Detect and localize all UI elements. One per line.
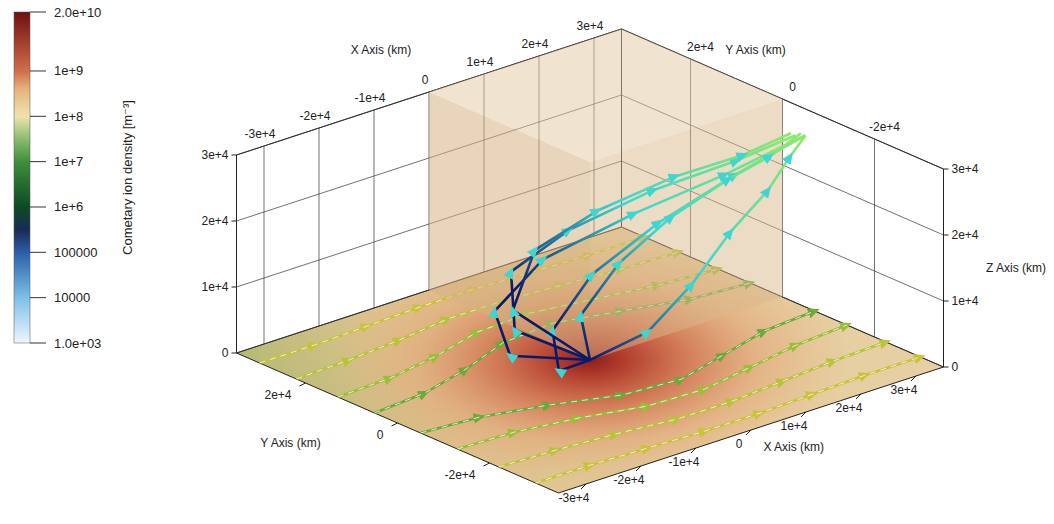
y-tick-label-top: 0: [789, 80, 796, 94]
y-tick-label: 0: [377, 428, 384, 442]
colorbar-tick-label: 1e+8: [54, 109, 83, 124]
grid-line: [319, 128, 320, 326]
y-tick-label: 2e+4: [264, 388, 291, 402]
grid-line: [874, 139, 875, 337]
x-tick-label: -2e+4: [613, 473, 644, 487]
z-tick-label: 0: [952, 360, 959, 374]
x-tick-label: -1e+4: [668, 455, 699, 469]
colorbar-tick: [30, 12, 46, 13]
z-tick: [232, 221, 237, 222]
grid-line: [374, 110, 375, 308]
z-tick-label: 3e+4: [952, 162, 979, 176]
y-tick-label-top: 2e+4: [687, 40, 714, 54]
chart: 2.0e+10 1e+9 1e+8 1e+7 1e+6 100000 10000 1.0e+0…: [0, 0, 1054, 524]
axes: -3e+4 -3e+4 -2e+4 -2e+4 -1e+4 -1e+4 0 0 1e+4 1e+4…: [201, 19, 1046, 505]
x-tick-label-top: 2e+4: [521, 37, 548, 51]
field-line: [590, 135, 806, 360]
colorbar-tick-label: 1e+9: [54, 63, 83, 78]
colorbar-tick: [30, 70, 46, 71]
y-axis-title-top: Y Axis (km): [725, 43, 785, 57]
x-axis-line: [559, 367, 944, 493]
x-tick-label: 2e+4: [835, 401, 862, 415]
field-line: [553, 135, 806, 371]
z-tick-label: 2e+4: [201, 214, 228, 228]
colorbar-bar: [14, 12, 30, 343]
box-face: [429, 29, 783, 162]
z-tick: [232, 353, 237, 354]
grid-line: [264, 146, 265, 344]
streamline-dash: [457, 325, 847, 449]
z-tick: [232, 287, 237, 288]
colorbar-tick-label: 1.0e+03: [54, 336, 101, 351]
x-axis-title-top: X Axis (km): [351, 43, 412, 57]
z-tick: [232, 155, 237, 156]
colorbar-tick-label: 10000: [54, 290, 90, 305]
z-tick-label: 0: [222, 346, 229, 360]
x-tick-label: 3e+4: [890, 383, 917, 397]
x-tick-label-top: -2e+4: [299, 109, 330, 123]
field-line: [581, 133, 801, 360]
y-tick-label-top: -2e+4: [869, 120, 900, 134]
x-tick-label: 0: [736, 437, 743, 451]
x-tick-label-top: -3e+4: [244, 127, 275, 141]
colorbar-tick: [30, 116, 46, 117]
colorbar-tick-label: 2.0e+10: [54, 5, 101, 20]
z-tick: [944, 169, 949, 170]
x-tick-label-top: 3e+4: [576, 19, 603, 33]
field-lines: [495, 133, 806, 371]
y-tick: [300, 383, 306, 386]
z-tick: [944, 367, 949, 368]
x-tick: [801, 412, 806, 417]
y-tick-label: -2e+4: [444, 468, 475, 482]
x-axis-title: X Axis (km): [763, 440, 824, 454]
colorbar-tick: [30, 161, 46, 162]
x-tick: [911, 376, 916, 381]
x-tick-label-top: 1e+4: [466, 55, 493, 69]
surface-streamline: [457, 325, 847, 449]
streamline-dash: [536, 357, 921, 483]
z-tick-label: 1e+4: [201, 280, 228, 294]
z-tick-label: 3e+4: [201, 148, 228, 162]
field-line: [495, 135, 806, 360]
colorbar-tick-label: 1e+6: [54, 199, 83, 214]
x-tick: [636, 466, 641, 471]
surface-streamline: [536, 357, 921, 483]
colorbar-tick: [30, 343, 46, 344]
x-tick-label-top: -1e+4: [354, 91, 385, 105]
z-tick-label: 1e+4: [952, 294, 979, 308]
y-tick: [484, 463, 490, 466]
x-tick: [856, 394, 861, 399]
y-tick: [392, 423, 398, 426]
colorbar-tick-label: 1e+7: [54, 154, 83, 169]
colorbar-title: Cometary ion density [m⁻³]: [120, 100, 135, 255]
volume-box: [429, 29, 783, 360]
x-tick: [581, 484, 586, 489]
colorbar-tick-label: 100000: [54, 245, 97, 260]
walls: [237, 29, 944, 367]
colorbar-tick: [30, 206, 46, 207]
x-tick-label: 1e+4: [780, 419, 807, 433]
z-tick: [944, 235, 949, 236]
z-tick: [944, 301, 949, 302]
z-tick-label: 2e+4: [952, 228, 979, 242]
colorbar: 2.0e+10 1e+9 1e+8 1e+7 1e+6 100000 10000 1.0e+0…: [14, 5, 135, 351]
z-axis-line: [236, 155, 237, 353]
y-axis-title: Y Axis (km): [260, 436, 320, 450]
colorbar-tick: [30, 297, 46, 298]
z-axis-title: Z Axis (km): [986, 261, 1046, 275]
x-tick-label-top: 0: [422, 73, 429, 87]
x-tick: [746, 430, 751, 435]
colorbar-tick: [30, 252, 46, 253]
x-tick-label: -3e+4: [558, 491, 589, 505]
x-tick: [691, 448, 696, 453]
